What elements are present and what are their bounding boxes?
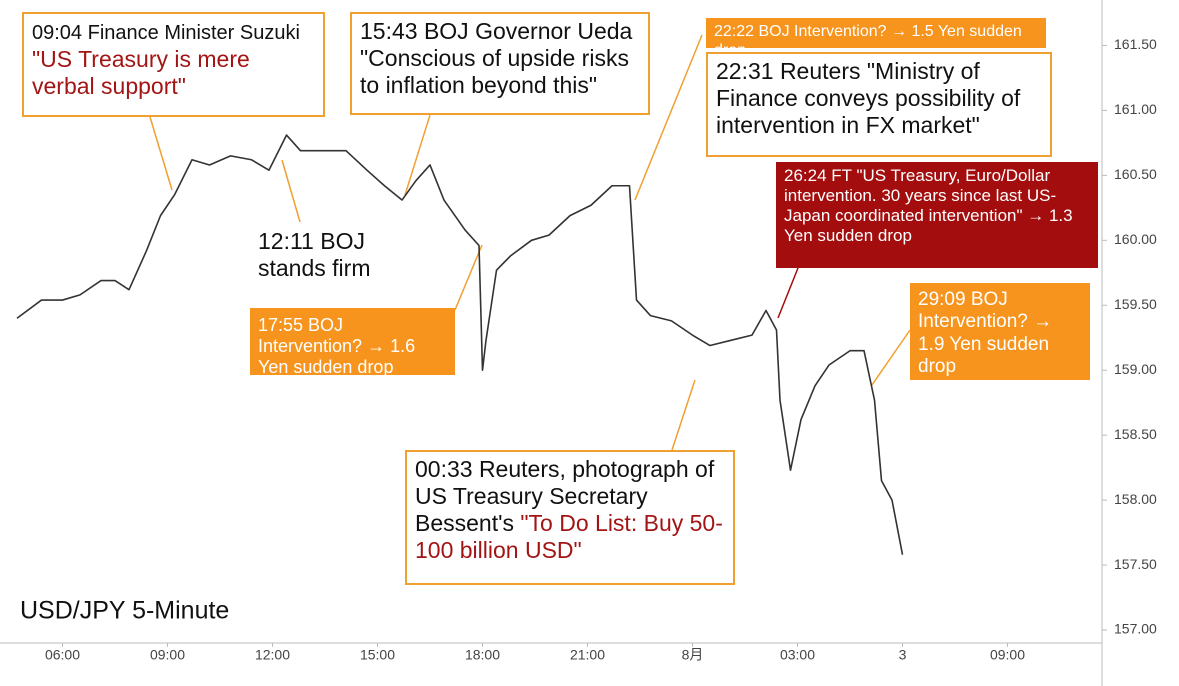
x-tick-label: 15:00 <box>360 647 395 663</box>
leader-line <box>777 267 799 319</box>
y-tick-label: 160.50 <box>1114 166 1157 182</box>
annotation: 26:24 FT "US Treasury, Euro/Dollar inter… <box>776 162 1098 268</box>
annotation: 22:22 BOJ Intervention? → 1.5 Yen sudden… <box>706 18 1046 59</box>
y-tick-label: 161.50 <box>1114 36 1157 52</box>
annotation: 12:11 BOJ stands firm <box>258 228 371 282</box>
chart-title: USD/JPY 5-Minute <box>20 597 229 625</box>
x-tick-label: 8月 <box>682 647 704 663</box>
y-tick-label: 158.00 <box>1114 491 1157 507</box>
y-tick-label: 161.00 <box>1114 101 1157 117</box>
annotation: 09:04 Finance Minister Suzuki "US Treasur… <box>22 12 325 117</box>
x-tick-label: 09:00 <box>990 647 1025 663</box>
x-tick-label: 21:00 <box>570 647 605 663</box>
x-tick-label: 3 <box>899 647 907 663</box>
leader-line <box>149 116 173 191</box>
price-line <box>16 134 904 555</box>
leader-line <box>404 114 431 196</box>
y-tick-label: 159.00 <box>1114 361 1157 377</box>
x-tick-label: 06:00 <box>45 647 80 663</box>
leader-line <box>281 159 301 223</box>
y-tick-label: 160.00 <box>1114 231 1157 247</box>
x-tick-label: 18:00 <box>465 647 500 663</box>
annotation: 15:43 BOJ Governor Ueda "Conscious of up… <box>350 12 650 115</box>
annotation: 00:33 Reuters, photograph of US Treasury… <box>405 450 735 585</box>
annotation-text: 00:33 Reuters, photograph of US Treasury… <box>415 456 715 537</box>
annotation: 29:09 BOJ Intervention? → 1.9 Yen sudden… <box>910 283 1090 380</box>
y-tick-label: 158.50 <box>1114 426 1157 442</box>
leader-lines <box>149 34 911 451</box>
annotation-quote: "To Do List: Buy 50-100 billion USD" <box>415 510 723 564</box>
x-tick-label: 12:00 <box>255 647 290 663</box>
annotation: 17:55 BOJ Intervention? → 1.6 Yen sudden… <box>250 308 455 377</box>
x-tick-label: 03:00 <box>780 647 815 663</box>
leader-line <box>671 379 696 451</box>
y-tick-label: 157.50 <box>1114 556 1157 572</box>
annotation-text: 09:04 Finance Minister Suzuki <box>32 22 300 44</box>
annotation-quote: "US Treasury is mere verbal support" <box>32 45 250 99</box>
annotation: 22:31 Reuters "Ministry of Finance conve… <box>706 52 1052 157</box>
leader-line <box>634 34 703 201</box>
x-tick-label: 09:00 <box>150 647 185 663</box>
leader-line <box>871 329 911 386</box>
y-tick-label: 157.00 <box>1114 621 1157 637</box>
leader-line <box>454 244 483 311</box>
y-tick-label: 159.50 <box>1114 296 1157 312</box>
